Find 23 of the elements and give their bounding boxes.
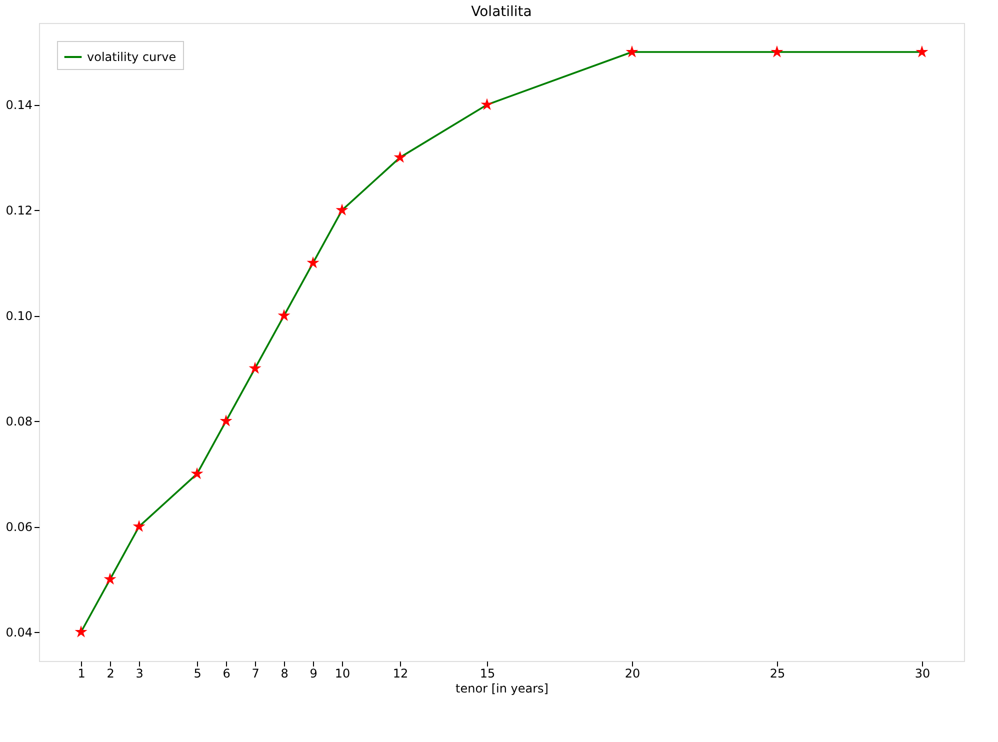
y-tick-label: 0.10 xyxy=(6,309,32,324)
y-tick-label: 0.04 xyxy=(6,626,32,640)
x-tick-label: 1 xyxy=(78,666,86,680)
y-tick-label: 0.12 xyxy=(6,204,32,218)
x-tick-label: 20 xyxy=(624,666,640,680)
x-tick-label: 25 xyxy=(770,666,786,680)
y-tick-label: 0.08 xyxy=(6,414,32,429)
x-tick-label: 12 xyxy=(392,666,408,680)
x-tick-label: 15 xyxy=(480,666,496,680)
x-axis-title: tenor [in years] xyxy=(456,682,548,696)
y-tick-label: 0.06 xyxy=(6,520,32,534)
x-tick-label: 3 xyxy=(136,666,144,680)
legend-label: volatility curve xyxy=(87,50,176,64)
x-tick-label: 30 xyxy=(914,666,930,680)
chart-title: Volatilita xyxy=(471,4,532,20)
x-tick-label: 8 xyxy=(280,666,288,680)
x-tick-label: 10 xyxy=(334,666,350,680)
x-tick-label: 9 xyxy=(310,666,318,680)
y-tick-label: 0.14 xyxy=(6,98,32,112)
x-tick-label: 7 xyxy=(252,666,260,680)
x-tick-label: 5 xyxy=(194,666,202,680)
x-tick-label: 2 xyxy=(106,666,114,680)
x-tick-label: 6 xyxy=(222,666,230,680)
